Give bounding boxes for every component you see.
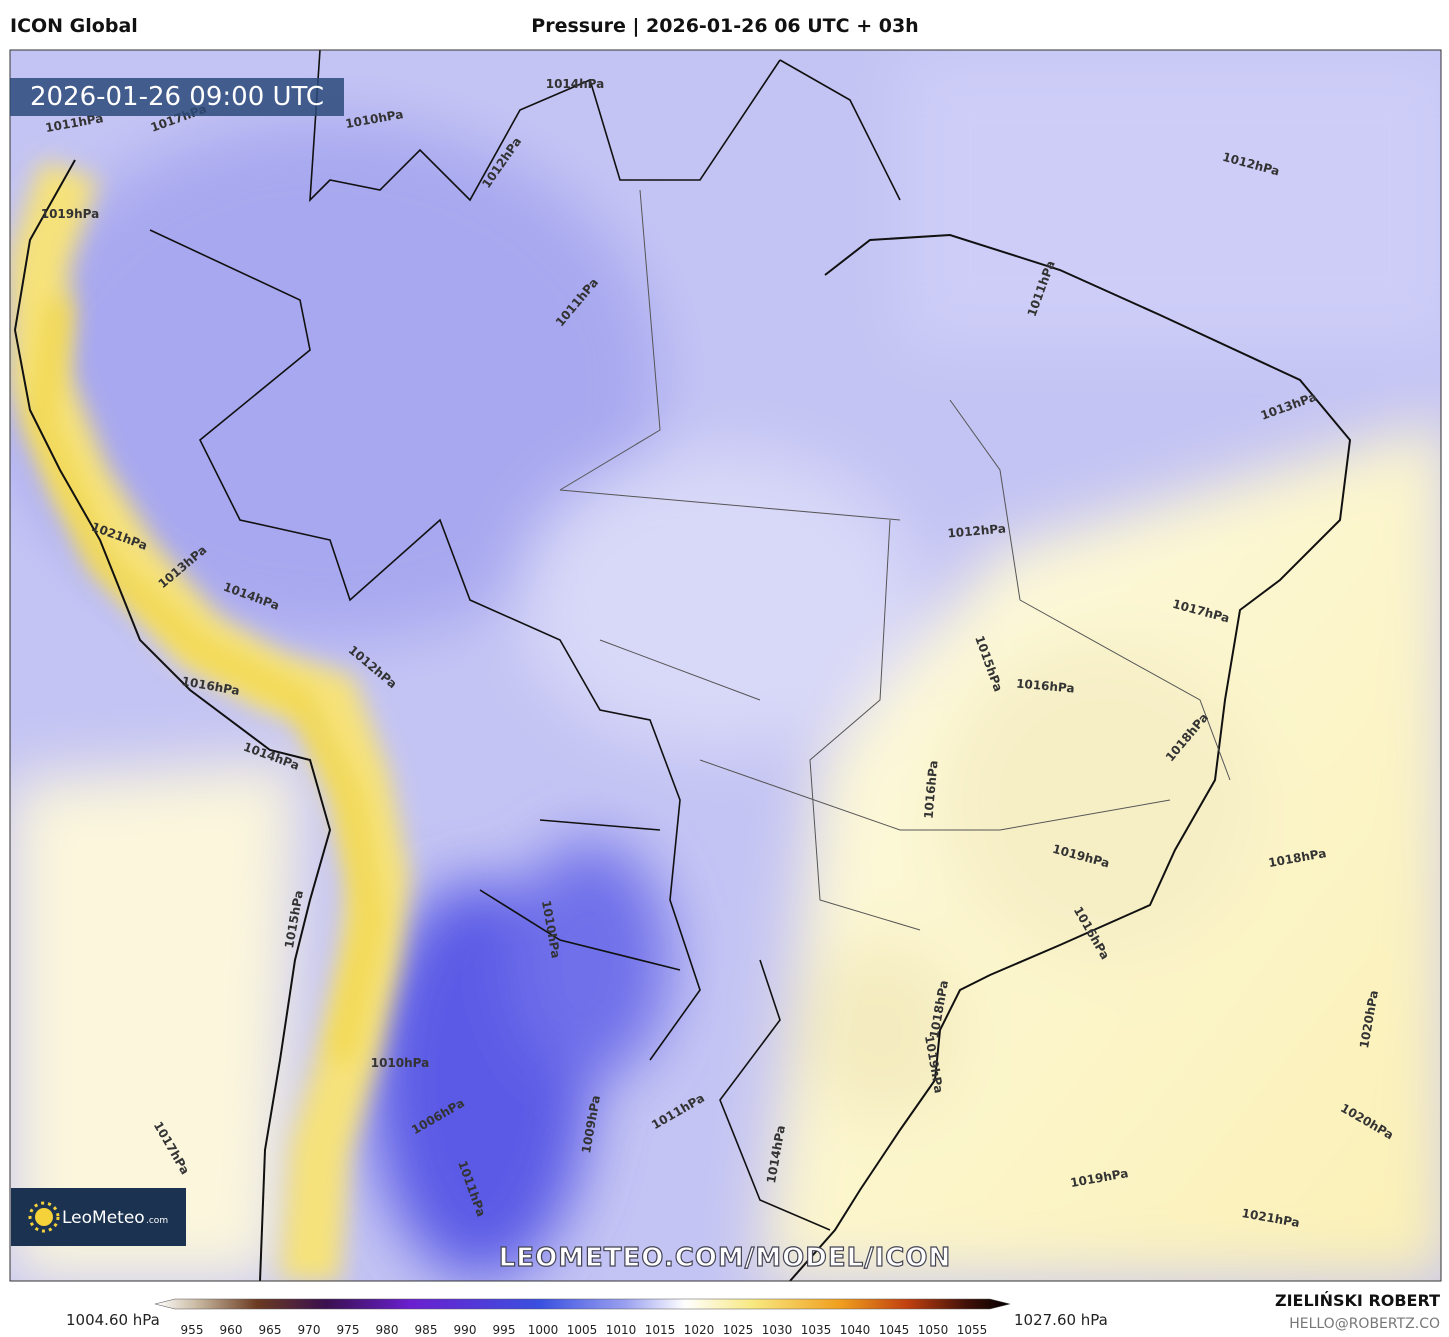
colorbar-tick-label: 1020 (684, 1323, 715, 1337)
colorbar-tick-label: 995 (493, 1323, 516, 1337)
colorbar-tick-label: 1025 (723, 1323, 754, 1337)
watermark: LEOMETEO.COM/MODEL/ICON (499, 1243, 952, 1273)
colorbar-min: 1004.60 hPa (66, 1311, 160, 1329)
contour-label: 1016hPa (921, 760, 940, 820)
colorbar-ticks: 955 960 965 970 975 980 985 990 995 1000 1005 1010 1… (181, 1323, 988, 1337)
colorbar-tick-label: 1005 (567, 1323, 598, 1337)
andes-core (27, 298, 383, 1063)
coastline (789, 233, 1352, 1281)
colorbar-tick-label: 970 (298, 1323, 321, 1337)
logo-rays (28, 1201, 60, 1233)
state-borders (559, 189, 1231, 931)
valid-time: 2026-01-26 09:00 UTC (30, 82, 324, 112)
contour-label: 1016hPa (1016, 676, 1076, 695)
colorbar-tick-label: 980 (376, 1323, 399, 1337)
logo-suffix: .com (146, 1216, 168, 1226)
colorbar-tick-label: 1000 (528, 1323, 559, 1337)
colorbar-tick-label: 960 (220, 1323, 243, 1337)
coastline-west (13, 159, 332, 1281)
logo-sun (35, 1208, 53, 1226)
colorbar-tick-label: 1055 (957, 1323, 988, 1337)
model-name: ICON Global (10, 15, 138, 37)
colorbar-tick-label: 1045 (879, 1323, 910, 1337)
contour-label: 1014hPa (546, 77, 605, 91)
map-title: Pressure | 2026-01-26 06 UTC + 03h (531, 15, 918, 37)
colorbar-tick-label: 1010 (606, 1323, 637, 1337)
map-frame (9, 49, 1442, 1282)
colorbar-tick-label: 975 (337, 1323, 360, 1337)
colorbar-tick-label: 985 (415, 1323, 438, 1337)
contour-label: 1010hPa (371, 1056, 430, 1070)
colorbar-tick-label: 1050 (918, 1323, 949, 1337)
email: HELLO@ROBERTZ.CO (1289, 1316, 1440, 1332)
contour-label: 1019hPa (41, 207, 100, 221)
colorbar-max: 1027.60 hPa (1014, 1311, 1108, 1329)
logo-brand: LeoMeteo (62, 1208, 145, 1228)
colorbar-tick-label: 965 (259, 1323, 282, 1337)
colorbar-tick-label: 1030 (762, 1323, 793, 1337)
country-borders (149, 50, 901, 1231)
colorbar-tick-label: 1035 (801, 1323, 832, 1337)
colorbar-tick-label: 990 (454, 1323, 477, 1337)
colorbar-tick-label: 1015 (645, 1323, 676, 1337)
colorbar-tick-label: 1040 (840, 1323, 871, 1337)
time-box (10, 78, 344, 116)
pressure-field (10, 50, 1441, 1281)
colorbar (154, 1298, 1011, 1310)
author: ZIELIŃSKI ROBERT (1275, 1291, 1440, 1310)
contour-label: 1012hPa (947, 521, 1007, 540)
colorbar-tick-label: 955 (181, 1323, 204, 1337)
